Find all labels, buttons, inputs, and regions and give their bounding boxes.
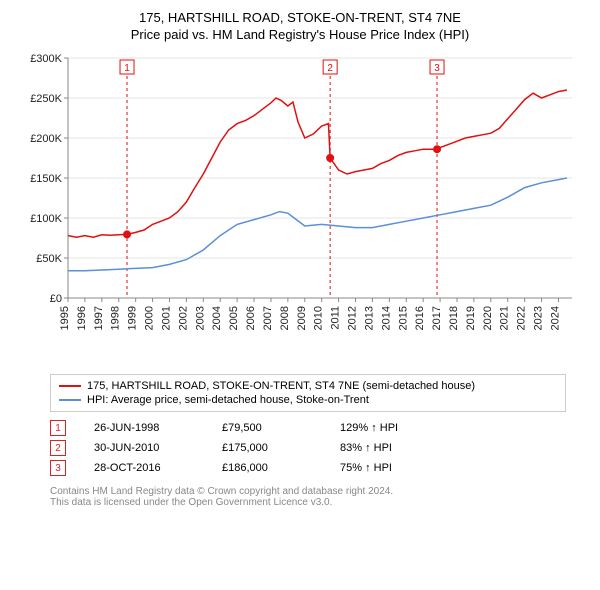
svg-text:2000: 2000 [144, 306, 156, 330]
svg-text:2: 2 [327, 63, 333, 74]
svg-text:3: 3 [434, 63, 440, 74]
svg-text:£250K: £250K [30, 93, 62, 105]
svg-text:2011: 2011 [330, 306, 342, 330]
svg-text:£150K: £150K [30, 173, 62, 185]
svg-text:2012: 2012 [347, 306, 359, 330]
svg-text:2017: 2017 [431, 306, 443, 330]
sale-row: 2 30-JUN-2010 £175,000 83% ↑ HPI [50, 438, 566, 458]
svg-text:£300K: £300K [30, 53, 62, 65]
sale-row: 3 28-OCT-2016 £186,000 75% ↑ HPI [50, 458, 566, 478]
svg-text:1997: 1997 [93, 306, 105, 330]
sale-badge: 2 [50, 440, 66, 456]
legend-swatch [59, 385, 81, 387]
svg-text:2019: 2019 [465, 306, 477, 330]
legend-swatch [59, 399, 81, 401]
legend-item: HPI: Average price, semi-detached house,… [59, 393, 557, 407]
address-title: 175, HARTSHILL ROAD, STOKE-ON-TRENT, ST4… [10, 10, 590, 25]
svg-text:2002: 2002 [177, 306, 189, 330]
svg-text:2006: 2006 [245, 306, 257, 330]
svg-text:1995: 1995 [59, 306, 71, 330]
svg-text:1998: 1998 [110, 306, 122, 330]
sale-date: 26-JUN-1998 [94, 422, 194, 434]
sale-badge: 1 [50, 420, 66, 436]
sale-price: £186,000 [222, 462, 312, 474]
svg-text:2013: 2013 [363, 306, 375, 330]
legend-label: HPI: Average price, semi-detached house,… [87, 394, 369, 406]
legend: 175, HARTSHILL ROAD, STOKE-ON-TRENT, ST4… [50, 374, 566, 412]
sale-hpi: 75% ↑ HPI [340, 462, 450, 474]
subtitle: Price paid vs. HM Land Registry's House … [10, 27, 590, 42]
svg-text:1: 1 [124, 63, 130, 74]
svg-text:2016: 2016 [414, 306, 426, 330]
svg-text:2020: 2020 [482, 306, 494, 330]
svg-text:2022: 2022 [516, 306, 528, 330]
sale-hpi: 83% ↑ HPI [340, 442, 450, 454]
svg-text:£200K: £200K [30, 133, 62, 145]
sale-date: 28-OCT-2016 [94, 462, 194, 474]
legend-label: 175, HARTSHILL ROAD, STOKE-ON-TRENT, ST4… [87, 380, 475, 392]
svg-text:2015: 2015 [397, 306, 409, 330]
svg-text:2004: 2004 [211, 306, 223, 330]
svg-text:2018: 2018 [448, 306, 460, 330]
svg-text:1999: 1999 [127, 306, 139, 330]
svg-text:2023: 2023 [533, 306, 545, 330]
svg-text:2014: 2014 [380, 306, 392, 330]
svg-text:1996: 1996 [76, 306, 88, 330]
svg-text:2010: 2010 [313, 306, 325, 330]
svg-text:2005: 2005 [228, 306, 240, 330]
sale-hpi: 129% ↑ HPI [340, 422, 450, 434]
svg-text:2001: 2001 [160, 306, 172, 330]
sales-table: 1 26-JUN-1998 £79,500 129% ↑ HPI 2 30-JUN-201… [50, 418, 566, 478]
legend-item: 175, HARTSHILL ROAD, STOKE-ON-TRENT, ST4… [59, 379, 557, 393]
svg-text:2021: 2021 [499, 306, 511, 330]
attribution-footer: Contains HM Land Registry data © Crown c… [50, 486, 566, 508]
svg-text:2007: 2007 [262, 306, 274, 330]
sale-price: £79,500 [222, 422, 312, 434]
svg-text:2003: 2003 [194, 306, 206, 330]
sale-badge: 3 [50, 460, 66, 476]
footer-line-1: Contains HM Land Registry data © Crown c… [50, 486, 566, 497]
svg-text:2008: 2008 [279, 306, 291, 330]
sale-price: £175,000 [222, 442, 312, 454]
footer-line-2: This data is licensed under the Open Gov… [50, 497, 566, 508]
svg-text:£0: £0 [50, 293, 62, 305]
svg-text:£100K: £100K [30, 213, 62, 225]
svg-text:£50K: £50K [36, 253, 62, 265]
svg-text:2024: 2024 [549, 306, 561, 330]
price-chart: £0 £50K £100K £150K £200K £250K £300K 1995 1996 1… [20, 48, 580, 368]
svg-text:2009: 2009 [296, 306, 308, 330]
sale-row: 1 26-JUN-1998 £79,500 129% ↑ HPI [50, 418, 566, 438]
sale-date: 30-JUN-2010 [94, 442, 194, 454]
